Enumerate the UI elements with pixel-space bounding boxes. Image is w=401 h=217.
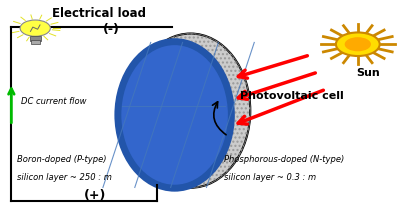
Ellipse shape [127, 53, 223, 177]
Text: DC current flow: DC current flow [21, 97, 87, 105]
Text: Electrical load: Electrical load [52, 7, 146, 20]
Ellipse shape [131, 33, 250, 188]
Text: silicon layer ~ 0.3 : m: silicon layer ~ 0.3 : m [225, 173, 316, 182]
Text: Boron-doped (P-type): Boron-doped (P-type) [17, 155, 107, 164]
Bar [30, 36, 41, 41]
Text: (+): (+) [84, 189, 106, 202]
Bar [31, 40, 40, 44]
Circle shape [336, 33, 380, 56]
Text: Photovoltaic cell: Photovoltaic cell [240, 91, 344, 101]
Circle shape [20, 20, 51, 36]
Text: Sun: Sun [356, 68, 380, 78]
Text: (-): (-) [103, 23, 119, 36]
Ellipse shape [118, 42, 231, 188]
Circle shape [344, 37, 371, 51]
Text: silicon layer ~ 250 : m: silicon layer ~ 250 : m [17, 173, 112, 182]
Text: Phosphorous-doped (N-type): Phosphorous-doped (N-type) [225, 155, 344, 164]
